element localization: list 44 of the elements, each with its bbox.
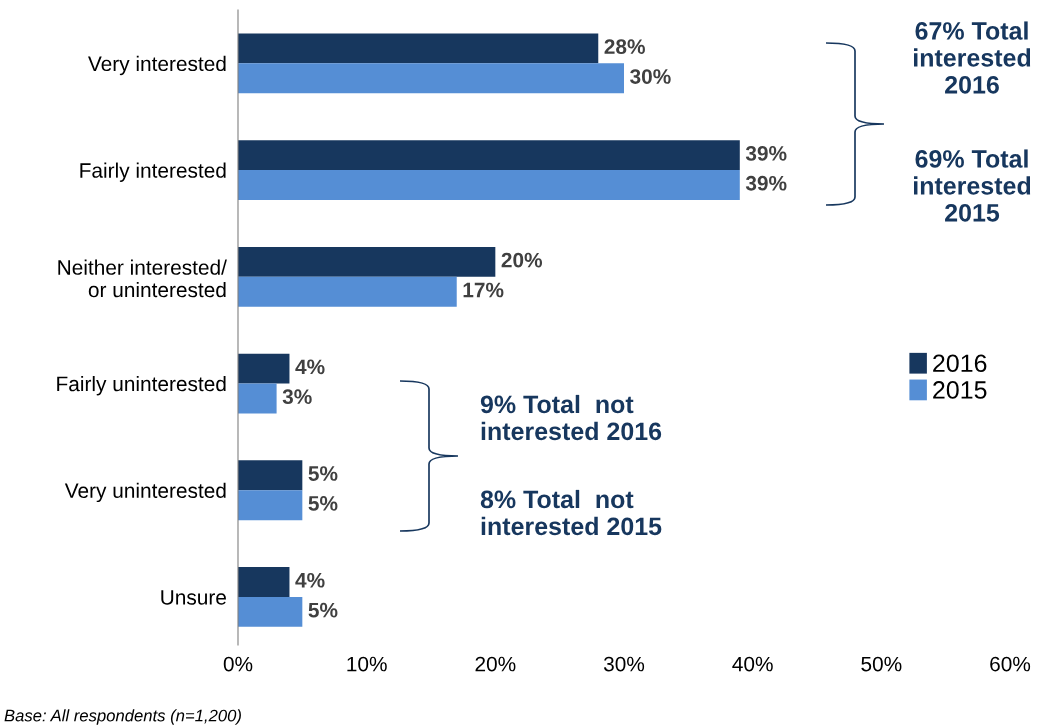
data-label: 39% <box>745 175 787 191</box>
x-tick-label: 20% <box>475 656 516 672</box>
bar <box>238 567 290 597</box>
data-label: 20% <box>501 252 543 268</box>
y-tick-label: Neither interested/ or uninterested <box>58 259 227 298</box>
data-label: 17% <box>463 282 504 298</box>
annotation: 69% Total interested 2015 <box>914 149 1031 222</box>
x-tick-label: 30% <box>603 656 645 672</box>
data-label: 3% <box>282 389 312 405</box>
data-label: 5% <box>308 466 338 481</box>
bar <box>238 353 290 384</box>
bar <box>238 246 496 277</box>
y-tick-label: Fairly uninterested <box>57 375 226 396</box>
bar <box>238 596 303 627</box>
annotation: 67% Total interested 2016 <box>914 21 1031 94</box>
data-label: 4% <box>295 572 325 588</box>
data-label: 5% <box>308 496 338 511</box>
y-tick-label: Very interested <box>88 55 226 76</box>
bar <box>238 383 277 414</box>
y-tick-label: Unsure <box>161 590 226 605</box>
x-tick-label: 0% <box>223 656 253 672</box>
data-label: 30% <box>630 69 671 84</box>
bar <box>238 140 740 171</box>
legend-label: 2015 <box>933 381 987 399</box>
bar <box>238 276 457 307</box>
bar <box>238 63 624 94</box>
annotation: 8% Total not interested 2015 <box>480 489 662 536</box>
data-label: 5% <box>308 602 338 618</box>
bar <box>238 460 303 491</box>
x-tick-label: 40% <box>732 656 773 672</box>
bar <box>238 490 303 521</box>
data-label: 4% <box>295 359 325 375</box>
bar <box>238 33 599 64</box>
y-tick-label: Very uninterested <box>64 482 226 503</box>
y-tick-label: Fairly interested <box>80 162 226 182</box>
annotation: 9% Total not interested 2016 <box>480 394 662 441</box>
data-label: 28% <box>604 39 645 55</box>
data-label: 39% <box>745 145 787 161</box>
bar <box>238 170 740 200</box>
x-tick-label: 60% <box>990 656 1031 672</box>
x-tick-label: 50% <box>861 656 902 672</box>
x-tick-label: 10% <box>347 656 387 672</box>
legend-label: 2016 <box>933 354 987 373</box>
text: Base: All respondents (n=1,200) <box>4 709 241 725</box>
